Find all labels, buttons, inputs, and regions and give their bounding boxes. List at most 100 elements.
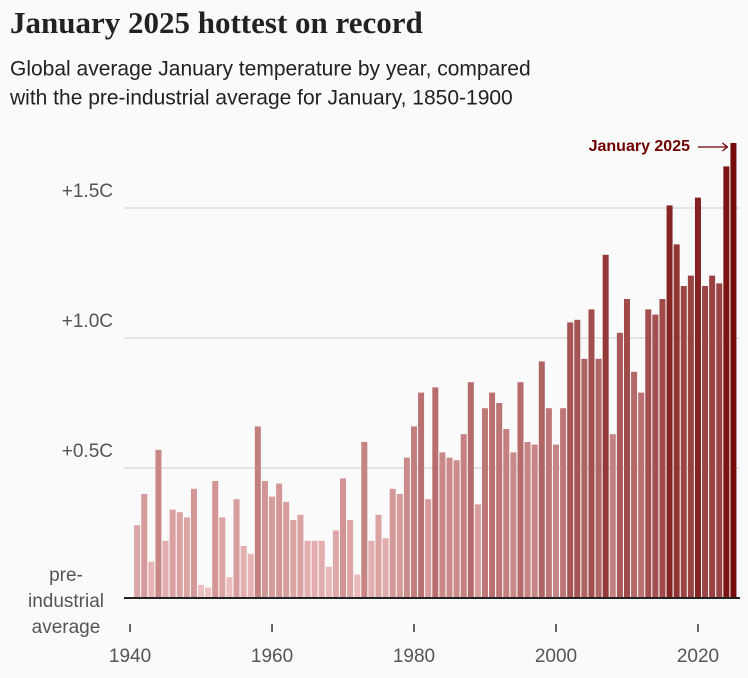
bar [290, 520, 297, 598]
bar [545, 408, 552, 598]
bar [190, 488, 197, 598]
bar [318, 540, 325, 598]
bar [347, 520, 354, 598]
bar [709, 275, 716, 598]
bar [560, 408, 567, 598]
bar [205, 587, 212, 598]
bar [702, 286, 709, 598]
bar [517, 382, 524, 598]
bar [489, 392, 496, 598]
bar [538, 361, 545, 598]
bar [524, 442, 531, 598]
bar [148, 561, 155, 598]
bar [354, 574, 361, 598]
bar [340, 478, 347, 598]
bar [652, 314, 659, 598]
bar [567, 322, 574, 598]
annotation-arrow [698, 142, 729, 152]
bar [276, 483, 283, 598]
bar [467, 382, 474, 598]
bar [623, 299, 630, 598]
bar [680, 286, 687, 598]
y-tick-label: +1.5C [62, 181, 113, 202]
bar [439, 452, 446, 598]
bar [261, 481, 268, 598]
bar [723, 166, 730, 598]
x-tick-label: 1980 [393, 646, 435, 667]
bar [531, 444, 538, 598]
bar [496, 403, 503, 598]
bar [212, 481, 219, 598]
y-tick-label: +1.0C [62, 311, 113, 332]
bar [425, 499, 432, 598]
bar [403, 457, 410, 598]
bar [396, 494, 403, 598]
bar [389, 488, 396, 598]
bar [574, 319, 581, 598]
bar [382, 538, 389, 598]
bar [176, 512, 183, 598]
y-tick-label: +0.5C [62, 441, 113, 462]
chart-subtitle: Global average January temperature by ye… [10, 58, 531, 81]
bar [226, 577, 233, 598]
bar [659, 299, 666, 598]
bar [687, 275, 694, 598]
bar [411, 426, 418, 598]
bar [446, 457, 453, 598]
bar [134, 525, 141, 598]
bar [198, 585, 205, 598]
bar [240, 546, 247, 598]
bar [616, 332, 623, 598]
bar [552, 444, 559, 598]
x-tick-label: 1940 [109, 646, 151, 667]
bar [716, 283, 723, 598]
bar [361, 442, 368, 598]
bar [474, 504, 481, 598]
bar [432, 387, 439, 598]
bar [730, 143, 737, 598]
bar [460, 434, 467, 598]
chart-subtitle: with the pre-industrial average for Janu… [9, 87, 513, 110]
x-tick-label: 2020 [677, 646, 719, 667]
bar [254, 426, 261, 598]
bar [325, 566, 332, 598]
bar [510, 452, 517, 598]
bar [162, 540, 169, 598]
bar [638, 392, 645, 598]
chart-title: January 2025 hottest on record [10, 5, 423, 40]
bar [233, 499, 240, 598]
bar [368, 540, 375, 598]
bar [269, 496, 276, 598]
bar [332, 530, 339, 598]
bar [297, 514, 304, 598]
bar [141, 494, 148, 598]
bar [694, 197, 701, 598]
x-tick-label: 2000 [535, 646, 577, 667]
bar [666, 205, 673, 598]
annotation: January 2025 [589, 138, 691, 155]
bar [219, 517, 226, 598]
bar [602, 254, 609, 599]
bar [673, 244, 680, 598]
bar [595, 358, 602, 598]
bar [481, 408, 488, 598]
y-tick-label: pre-industrial average [28, 565, 104, 638]
bar [418, 392, 425, 598]
bar [311, 540, 318, 598]
bar [588, 309, 595, 598]
bar [169, 509, 176, 598]
bar [247, 553, 254, 598]
bar [375, 514, 382, 598]
bar [503, 429, 510, 598]
bar [609, 434, 616, 598]
bar [183, 517, 190, 598]
bar [631, 371, 638, 598]
x-tick-label: 1960 [251, 646, 293, 667]
bar [645, 309, 652, 598]
bar [283, 501, 290, 598]
bar [304, 540, 311, 598]
bar [155, 449, 162, 598]
bar [453, 460, 460, 598]
bar [581, 358, 588, 598]
